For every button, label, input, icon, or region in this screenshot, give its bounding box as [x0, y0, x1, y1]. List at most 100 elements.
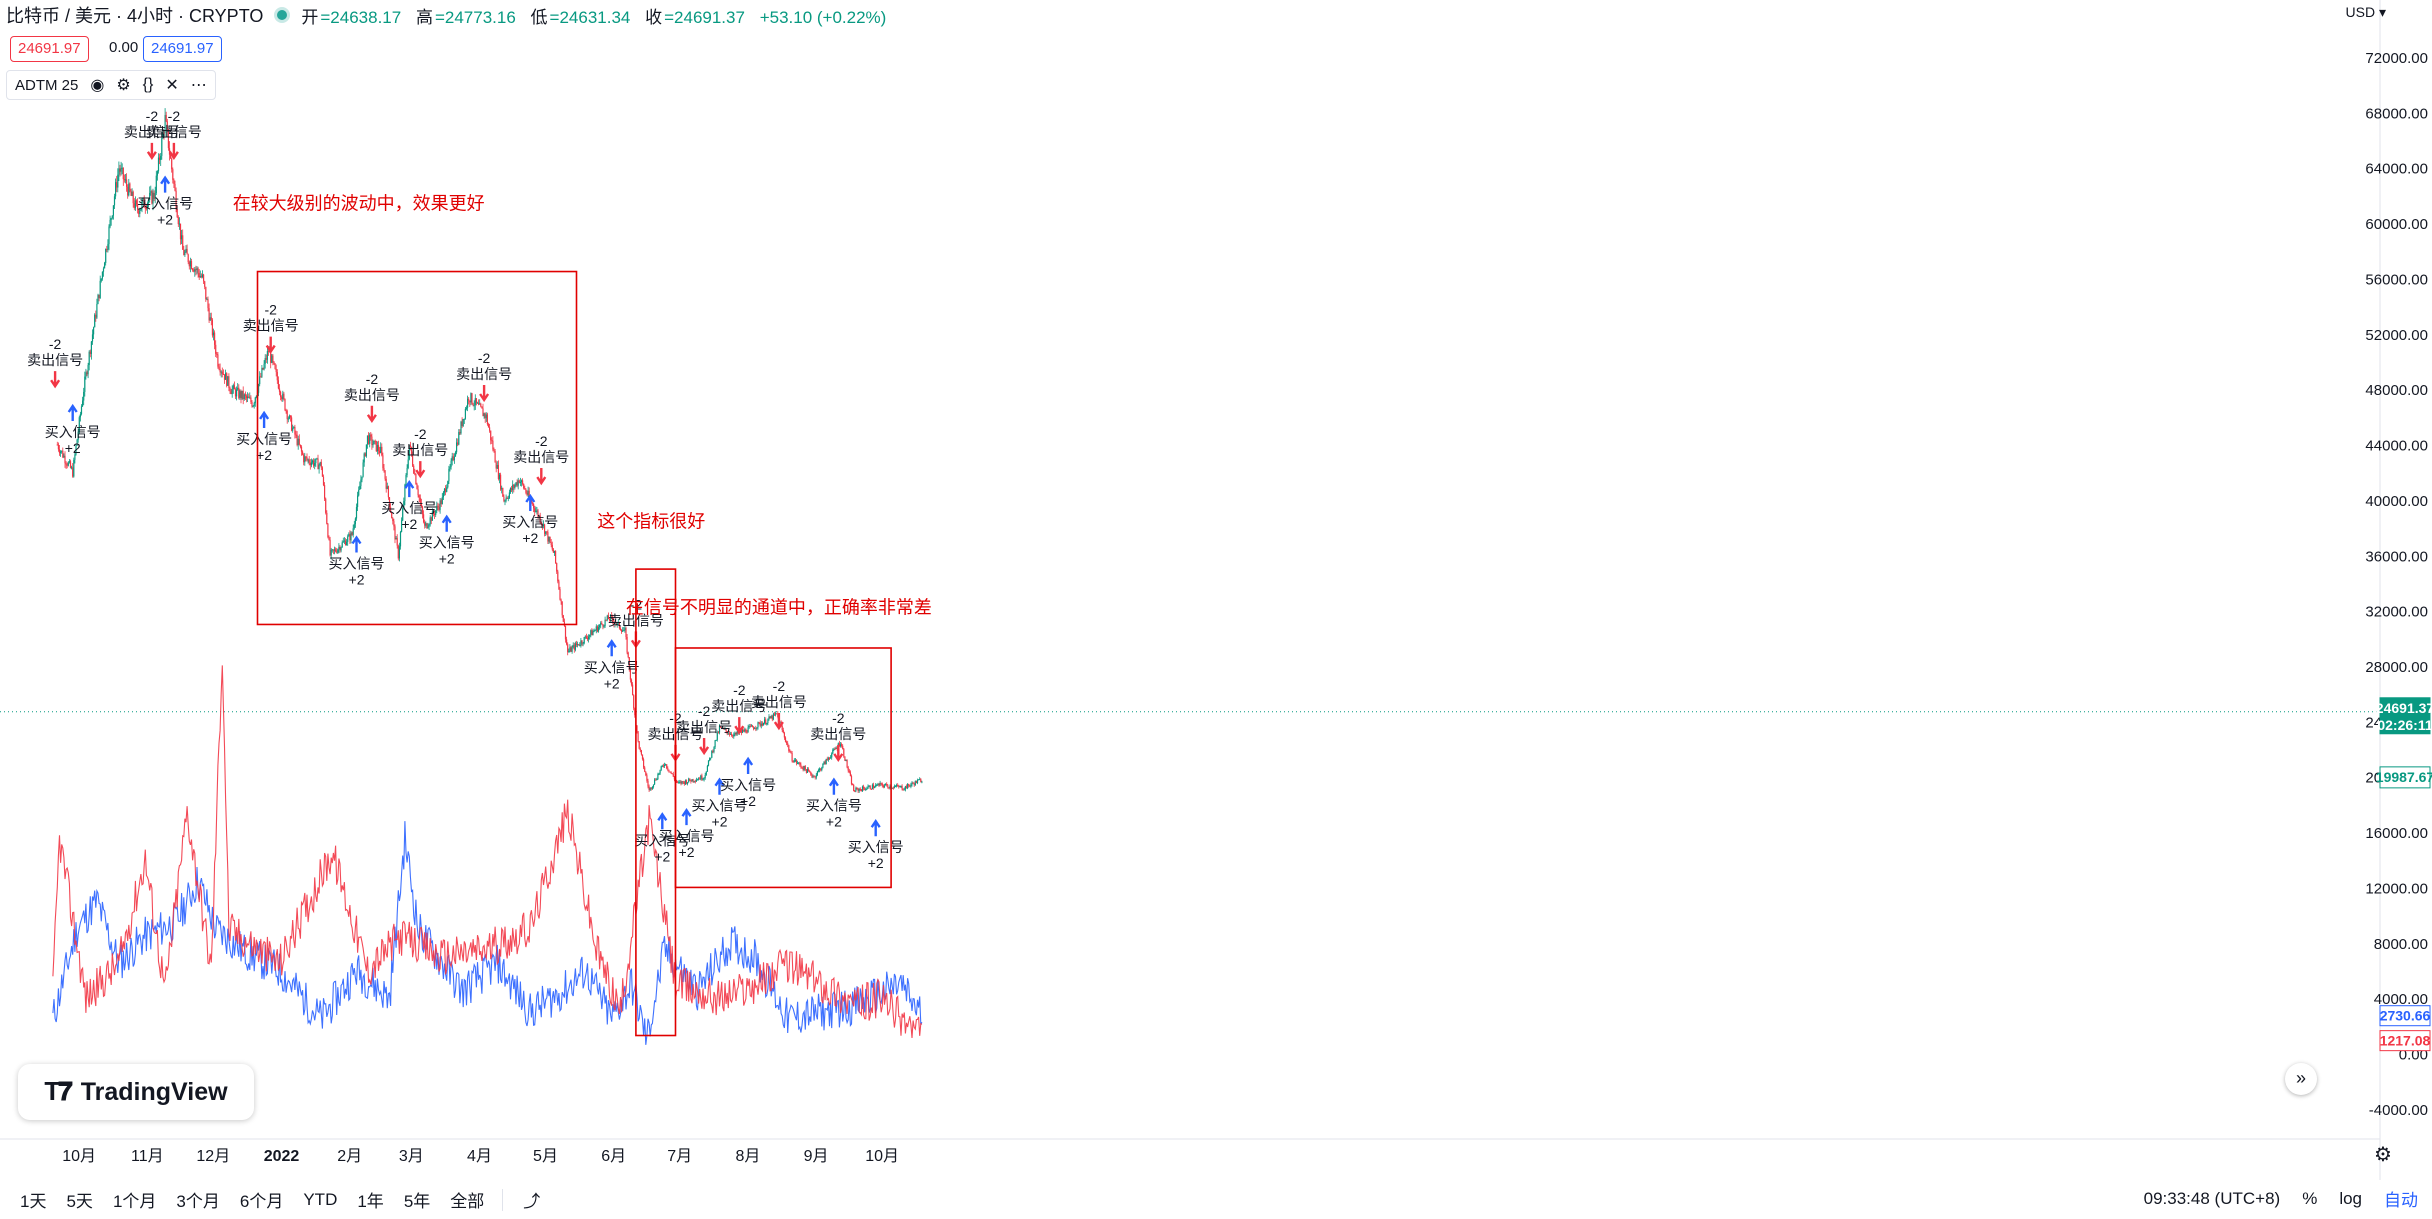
indicator-legend[interactable]: ADTM 25 ◉ ⚙ {} ✕ ⋯ [6, 70, 216, 100]
range-1y[interactable]: 1年 [357, 1192, 384, 1211]
currency-selector[interactable]: USD ▾ [2346, 4, 2386, 21]
candle-body [120, 168, 122, 172]
candle-body [767, 719, 769, 723]
candle-body [211, 319, 213, 336]
candle-body [135, 200, 138, 205]
range-6m[interactable]: 6个月 [239, 1192, 284, 1211]
candle-body [748, 726, 750, 728]
candle-body [904, 786, 906, 790]
range-all[interactable]: 全部 [450, 1192, 485, 1211]
range-5d[interactable]: 5天 [66, 1192, 93, 1211]
candle-body [515, 482, 517, 486]
candle-body [62, 450, 64, 458]
candle-body [669, 771, 671, 773]
range-1d[interactable]: 1天 [20, 1192, 47, 1211]
braces-icon[interactable]: {} [142, 76, 154, 93]
candle-body [665, 764, 667, 766]
candle-body [350, 532, 352, 541]
candle-body [339, 546, 341, 551]
candle-body [894, 786, 897, 788]
gear-icon[interactable]: ⚙ [116, 77, 131, 94]
candle-body [142, 197, 144, 202]
candle-body [413, 465, 415, 474]
signal-label: 买入信号 [419, 535, 475, 551]
candle-body [242, 390, 244, 399]
candle-body [600, 622, 602, 626]
eye-icon[interactable]: ◉ [90, 77, 105, 94]
candle-body [756, 727, 758, 729]
candle-body [446, 487, 448, 492]
candle-body [291, 417, 293, 431]
candle-body [98, 294, 100, 299]
candle-body [382, 455, 384, 469]
candle-body [855, 787, 857, 792]
candle-body [593, 630, 595, 632]
candle-body [354, 518, 356, 525]
close-icon[interactable]: ✕ [165, 77, 179, 94]
sell-price-button[interactable]: 24691.97 [10, 36, 89, 62]
clock-time[interactable]: 09:33:48 (UTC+8) [2143, 1188, 2281, 1208]
candle-body [830, 757, 832, 759]
more-icon[interactable]: ⋯ [190, 77, 207, 94]
signal-label: 卖出信号 [456, 366, 512, 382]
candle-body [919, 779, 921, 781]
candle-body [336, 551, 338, 553]
candle-body [734, 733, 736, 735]
signal-value: +2 [349, 572, 365, 588]
log-toggle[interactable]: log [2339, 1188, 2362, 1208]
candle-body [676, 780, 678, 782]
chart-settings-gear-icon[interactable]: ⚙ [2374, 1144, 2392, 1166]
candle-body [461, 421, 463, 426]
candle-body [388, 497, 391, 508]
candle-body [870, 788, 872, 790]
range-3m[interactable]: 3个月 [176, 1192, 220, 1211]
x-tick-label: 7月 [667, 1148, 692, 1165]
range-ytd[interactable]: YTD [303, 1189, 338, 1209]
y-tick-label: 64000.00 [2365, 161, 2428, 178]
buy-signal-marker [404, 479, 415, 498]
candle-body [463, 418, 465, 420]
candle-body [266, 351, 268, 360]
price-chart[interactable]: 72000.00 68000.00 64000.00 60000.00 56000.00… [0, 0, 2432, 1180]
candle-body [758, 722, 760, 724]
range-5y[interactable]: 5年 [403, 1192, 431, 1211]
candle-body [184, 251, 186, 256]
candle-body [709, 758, 711, 761]
candle-body [821, 767, 823, 771]
go-to-date-icon[interactable]: ⤴ [523, 1192, 541, 1211]
annotation-box-channel [674, 647, 892, 889]
range-1m[interactable]: 1个月 [112, 1192, 157, 1211]
candle-body [128, 183, 130, 196]
y-tick-label: 60000.00 [2365, 216, 2428, 233]
candle-body [896, 785, 898, 787]
buy-price-button[interactable]: 24691.97 [143, 36, 222, 62]
tradingview-logo[interactable]: T𝟕 TradingView [18, 1064, 254, 1120]
candle-body [208, 308, 210, 321]
auto-scale-toggle[interactable]: 自动 [2384, 1191, 2418, 1210]
candle-body [622, 630, 624, 632]
candle-body [203, 274, 205, 282]
candle-body [607, 615, 609, 620]
candle-body [330, 549, 332, 556]
sell-arrow-icon [415, 461, 426, 479]
candle-body [877, 783, 879, 785]
candle-body [200, 275, 202, 277]
x-tick-label: 10月 [865, 1148, 899, 1165]
scroll-to-realtime-button[interactable]: » [2285, 1063, 2317, 1095]
symbol-title[interactable]: 比特币 / 美元 · 4小时 · CRYPTO [6, 6, 264, 26]
candle-body [259, 376, 261, 385]
candle-body [254, 397, 256, 404]
candle-body [374, 440, 376, 442]
close-value: =24691.37 [664, 7, 745, 27]
candle-body [163, 132, 165, 134]
candle-body [69, 461, 72, 468]
candle-body [333, 549, 336, 551]
candle-body [606, 615, 608, 620]
current-price-badge-text: 02:26:11 [2377, 717, 2432, 733]
candle-body [659, 769, 661, 774]
candle-body [258, 384, 260, 393]
percent-toggle[interactable]: % [2302, 1188, 2318, 1208]
candle-body [192, 268, 194, 270]
candle-body [108, 226, 110, 245]
candle-body [513, 484, 515, 488]
